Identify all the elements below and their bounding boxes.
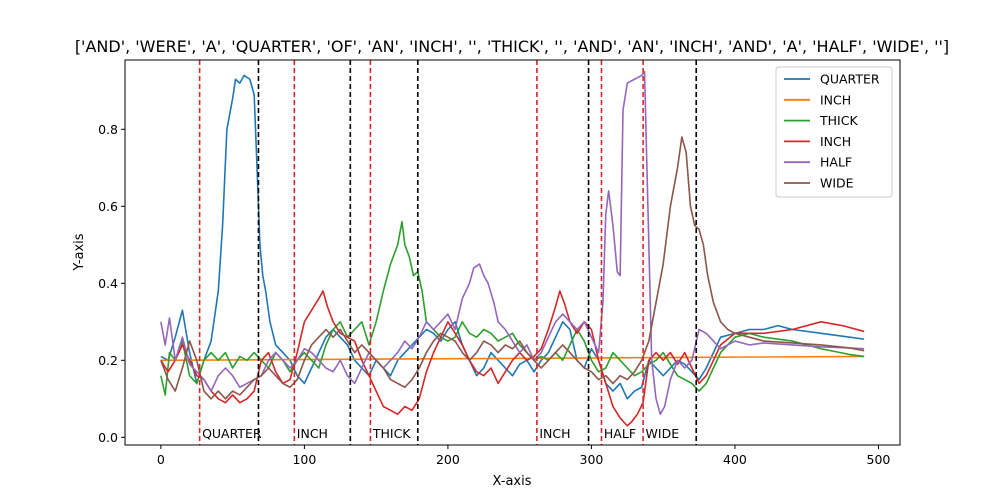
- x-tick-label-4: 400: [723, 452, 747, 467]
- legend-entry-5: WIDE: [820, 176, 854, 191]
- word-label-5: WIDE: [646, 426, 680, 441]
- plot-frame: [124, 59, 901, 446]
- series-line-quarter-0: [160, 74, 865, 400]
- word-label-4: HALF: [604, 426, 636, 441]
- x-tick-label-1: 100: [292, 452, 316, 467]
- x-tick-label-5: 500: [867, 452, 891, 467]
- x-tick-label-3: 300: [580, 452, 604, 467]
- word-label-1: INCH: [297, 426, 328, 441]
- word-label-0: QUARTER: [202, 426, 262, 441]
- series-line-wide-5: [160, 136, 865, 400]
- series-line-inch-3: [160, 290, 865, 427]
- legend: QUARTER INCH THICK INCH HALF WIDE: [775, 66, 893, 198]
- y-tick-label-2: 0.4: [98, 276, 118, 291]
- legend-entry-1: INCH: [820, 92, 851, 107]
- series-line-inch-1: [160, 355, 865, 362]
- y-axis: 0.0 0.2 0.4 0.6 0.8: [98, 122, 125, 445]
- x-tick-label-0: 0: [157, 452, 165, 467]
- chart-title: ['AND', 'WERE', 'A', 'QUARTER', 'OF', 'A…: [75, 37, 949, 56]
- series-lines: [160, 60, 865, 445]
- legend-entry-2: THICK: [819, 113, 858, 128]
- legend-entry-0: QUARTER: [820, 72, 880, 87]
- y-tick-label-4: 0.8: [98, 122, 118, 137]
- y-tick-label-1: 0.2: [98, 353, 118, 368]
- x-tick-label-2: 200: [436, 452, 460, 467]
- plot-area: QUARTER INCH THICK INCH HALF WIDE: [160, 60, 865, 445]
- legend-entry-4: HALF: [820, 155, 852, 170]
- word-label-3: INCH: [539, 426, 570, 441]
- x-axis: 0 100 200 300 400 500: [157, 445, 891, 467]
- word-label-2: THICK: [372, 426, 411, 441]
- y-tick-label-0: 0.0: [98, 430, 118, 445]
- y-axis-label: Y-axis: [72, 233, 87, 271]
- y-tick-label-3: 0.6: [98, 199, 118, 214]
- series-line-half-4: [160, 70, 865, 415]
- x-axis-label: X-axis: [493, 474, 532, 489]
- legend-entry-3: INCH: [820, 134, 851, 149]
